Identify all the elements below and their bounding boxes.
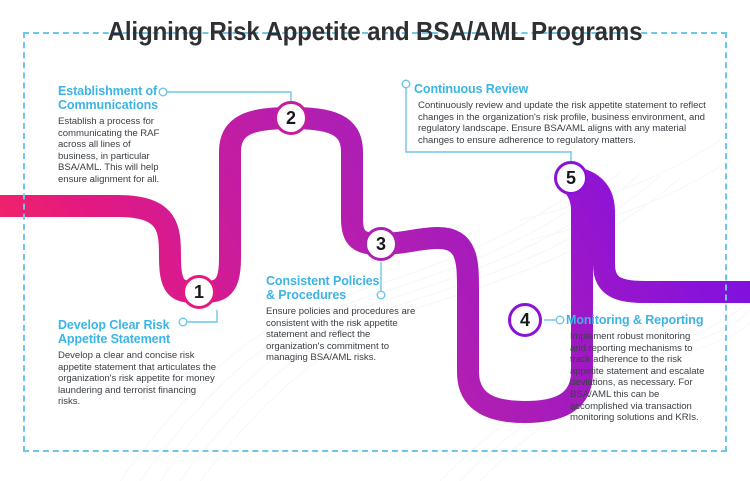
step-node-1[interactable]: 1 [182,275,216,309]
step-node-5[interactable]: 5 [554,161,588,195]
step-node-number: 3 [375,233,386,254]
step-heading-line1: Consistent Policies [266,274,380,288]
step-block-establishment-of-communications: Establishment of Communications Establis… [58,84,166,186]
step-heading-line1: Develop Clear Risk [58,318,170,332]
step-body: Implement robust monitoring and reportin… [570,331,705,424]
step-body: Establish a process for communicating th… [58,116,160,185]
step-block-develop-clear-risk-appetite-statement: Develop Clear Risk Appetite Statement De… [58,318,220,408]
step-block-consistent-policies-and-procedures: Consistent Policies & Procedures Ensure … [266,274,418,364]
step-heading-line1: Monitoring & Reporting [566,313,704,327]
step-block-monitoring-and-reporting: Monitoring & Reporting Implement robust … [566,313,706,424]
step-heading-line2: & Procedures [266,288,347,302]
step-node-number: 5 [565,167,576,188]
step-block-continuous-review: Continuous Review Continuously review an… [414,82,710,146]
step-node-3[interactable]: 3 [364,227,398,261]
step-node-number: 1 [193,281,204,302]
step-heading-line2: Appetite Statement [58,332,171,346]
step-heading: Develop Clear Risk Appetite Statement [58,318,220,346]
step-heading: Establishment of Communications [58,84,166,112]
step-heading: Consistent Policies & Procedures [266,274,418,302]
page-title: Aligning Risk Appetite and BSA/AML Progr… [107,16,643,46]
step-heading: Monitoring & Reporting [566,313,706,327]
step-heading-line1: Continuous Review [414,82,529,96]
step-body: Develop a clear and concise risk appetit… [58,350,217,408]
step-node-4[interactable]: 4 [508,303,542,337]
step-heading: Continuous Review [414,82,710,96]
step-node-number: 4 [519,309,530,330]
step-node-number: 2 [285,107,296,128]
step-body: Continuously review and update the risk … [418,100,706,146]
step-heading-line1: Establishment of [58,84,158,98]
step-heading-line2: Communications [58,98,158,112]
step-body: Ensure policies and procedures are consi… [266,306,416,364]
step-node-2[interactable]: 2 [274,101,308,135]
